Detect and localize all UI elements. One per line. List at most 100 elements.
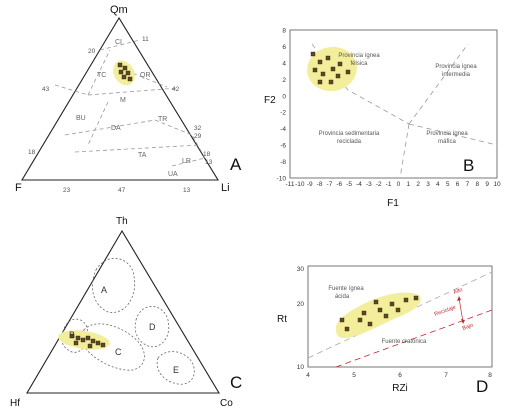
panel-b-x-tick: -7 xyxy=(327,181,333,188)
panel-d-sample-point xyxy=(395,307,401,313)
panel-d-sample-point xyxy=(413,295,419,301)
panel-c-field-label: C xyxy=(115,347,122,357)
panel-a-triangle xyxy=(21,16,219,181)
panel-b-y-tick: 6 xyxy=(282,44,286,51)
panel-a-tick: 23 xyxy=(63,187,71,194)
panel-c-apex-th: Th xyxy=(116,216,128,227)
panel-b-sample-point xyxy=(330,66,336,72)
panel-d-region-igneous: ácida xyxy=(335,294,350,300)
panel-b-region-sedimentary: reciclada xyxy=(337,139,362,145)
panel-a-field-label: DA xyxy=(111,125,121,132)
panel-a-sample-point xyxy=(122,65,128,71)
panel-d-sample-point xyxy=(373,299,379,305)
panel-a-tick: 42 xyxy=(172,86,180,93)
panel-d: 30 20 10 4 5 6 7 8 Fuente ígnea ácida Fu… xyxy=(277,265,493,396)
panel-b-y-tick: -8 xyxy=(280,159,286,166)
panel-b-y-tick: -6 xyxy=(280,143,286,150)
panel-d-ylabel: Rt xyxy=(277,314,287,325)
panel-a-tick: 18 xyxy=(203,151,211,158)
panel-d-y-tick: 10 xyxy=(297,364,305,371)
panel-a-tick: 11 xyxy=(142,36,149,43)
panel-a-sample-point xyxy=(121,74,127,80)
panel-a-field-label: LR xyxy=(182,158,191,165)
panel-b-sample-point xyxy=(312,67,318,73)
panel-c-sample-point xyxy=(95,340,101,346)
panel-a-sample-point xyxy=(117,62,123,68)
panel-d-xlabel: RZi xyxy=(392,383,408,394)
panel-b-y-tick: 4 xyxy=(282,60,286,67)
panel-d-lower-boundary xyxy=(335,309,493,368)
panel-a-apex-f: F xyxy=(15,182,22,194)
panel-a-apex-qm: Qm xyxy=(110,4,128,16)
panel-b-region-mafic: máfica xyxy=(438,139,456,145)
panel-b-x-tick: -2 xyxy=(376,181,382,188)
panel-a-apex-li: Li xyxy=(221,182,230,194)
panel-b-x-tick: 5 xyxy=(446,181,450,188)
panel-d-arrow-low: Bajo xyxy=(462,322,474,331)
panel-d-sample-field xyxy=(335,292,421,339)
panel-b-x-tick: 4 xyxy=(436,181,440,188)
panel-b-x-tick: -4 xyxy=(356,181,362,188)
panel-b-sample-point xyxy=(337,61,343,67)
panel-d-sample-point xyxy=(367,321,373,327)
panel-d-sample-point xyxy=(377,307,383,313)
panel-b-x-tick: -8 xyxy=(317,181,323,188)
panel-b-xlabel: F1 xyxy=(387,198,399,209)
panel-c-letter: C xyxy=(230,373,242,392)
panel-b-plot-frame xyxy=(289,29,498,179)
panel-a-field-label: UA xyxy=(168,171,178,178)
panel-c-sample-point xyxy=(73,340,79,346)
panel-b-x-tick: 10 xyxy=(493,181,501,188)
panel-c-sample-point xyxy=(87,343,93,349)
panel-b-letter: B xyxy=(463,156,474,175)
panel-a-tick: 13 xyxy=(183,187,191,194)
panel-b-region-felsic: félsica xyxy=(350,61,368,67)
panel-d-recycling-arrow: Alto Reciclaje Bajo xyxy=(434,287,474,332)
panel-c-field-d xyxy=(134,306,170,348)
panel-a: 20 11 43 42 32 29 18 18 13 23 47 13 CI T… xyxy=(15,4,242,194)
panel-a-tick: 20 xyxy=(88,48,96,55)
panel-b-sample-point xyxy=(310,51,316,57)
panel-c: A B C D E Th Hf Co C xyxy=(10,216,242,409)
panel-d-sample-point xyxy=(403,297,409,303)
panel-d-region-cratonic: Fuente cratónica xyxy=(382,339,427,345)
panel-d-x-tick: 7 xyxy=(444,372,448,379)
panel-a-field-label: BU xyxy=(76,115,86,122)
panel-d-sample-point xyxy=(344,326,350,332)
panel-c-field-label: B xyxy=(69,330,75,340)
panel-d-x-tick: 5 xyxy=(352,372,356,379)
panel-b-y-tick: 2 xyxy=(282,77,286,84)
panel-a-field-label: QR xyxy=(140,72,151,79)
panel-d-y-tick: 20 xyxy=(297,301,305,308)
panel-b-region-sedimentary: Provincia sedimentaria xyxy=(319,131,380,137)
panel-c-apex-co: Co xyxy=(220,398,233,409)
panel-a-tick: 18 xyxy=(28,149,36,156)
panel-b-y-tick: -4 xyxy=(280,126,286,133)
panel-c-field-label: D xyxy=(149,322,156,332)
panel-b-y-tick: -10 xyxy=(277,176,287,183)
panel-b-x-tick: 2 xyxy=(416,181,420,188)
panel-d-plot-frame xyxy=(307,265,493,368)
panel-a-tick: 32 xyxy=(194,125,202,132)
panel-a-field-label: CI xyxy=(115,39,122,46)
panel-b-sample-point xyxy=(345,69,351,75)
panel-b-sample-point xyxy=(320,71,326,77)
panel-b-sample-point xyxy=(317,59,323,65)
panel-b-y-tick: 0 xyxy=(282,93,286,100)
panel-b-sample-point xyxy=(325,55,331,61)
panel-b-x-tick: 7 xyxy=(466,181,470,188)
panel-d-x-tick: 6 xyxy=(398,372,402,379)
panel-a-field-boundaries xyxy=(54,39,206,167)
panel-a-field-label: TA xyxy=(138,152,147,159)
panel-b-x-tick: -1 xyxy=(386,181,392,188)
panel-b-region-intermediate: intermedia xyxy=(442,72,471,78)
panel-d-arrow-mid: Reciclaje xyxy=(434,305,457,318)
panel-d-sample-point xyxy=(357,317,363,323)
panel-b-y-tick: -2 xyxy=(280,110,286,117)
panel-b-x-tick: 0 xyxy=(397,181,401,188)
panel-d-sample-point xyxy=(339,317,345,323)
panel-b-sample-point xyxy=(335,73,341,79)
panel-b: -11 -10 -9 -8 -7 -6 -5 -4 -3 -2 -1 0 1 2 3 4 5 6 7 8 9 10 864… xyxy=(264,28,501,210)
panel-b-x-tick: 8 xyxy=(475,181,479,188)
